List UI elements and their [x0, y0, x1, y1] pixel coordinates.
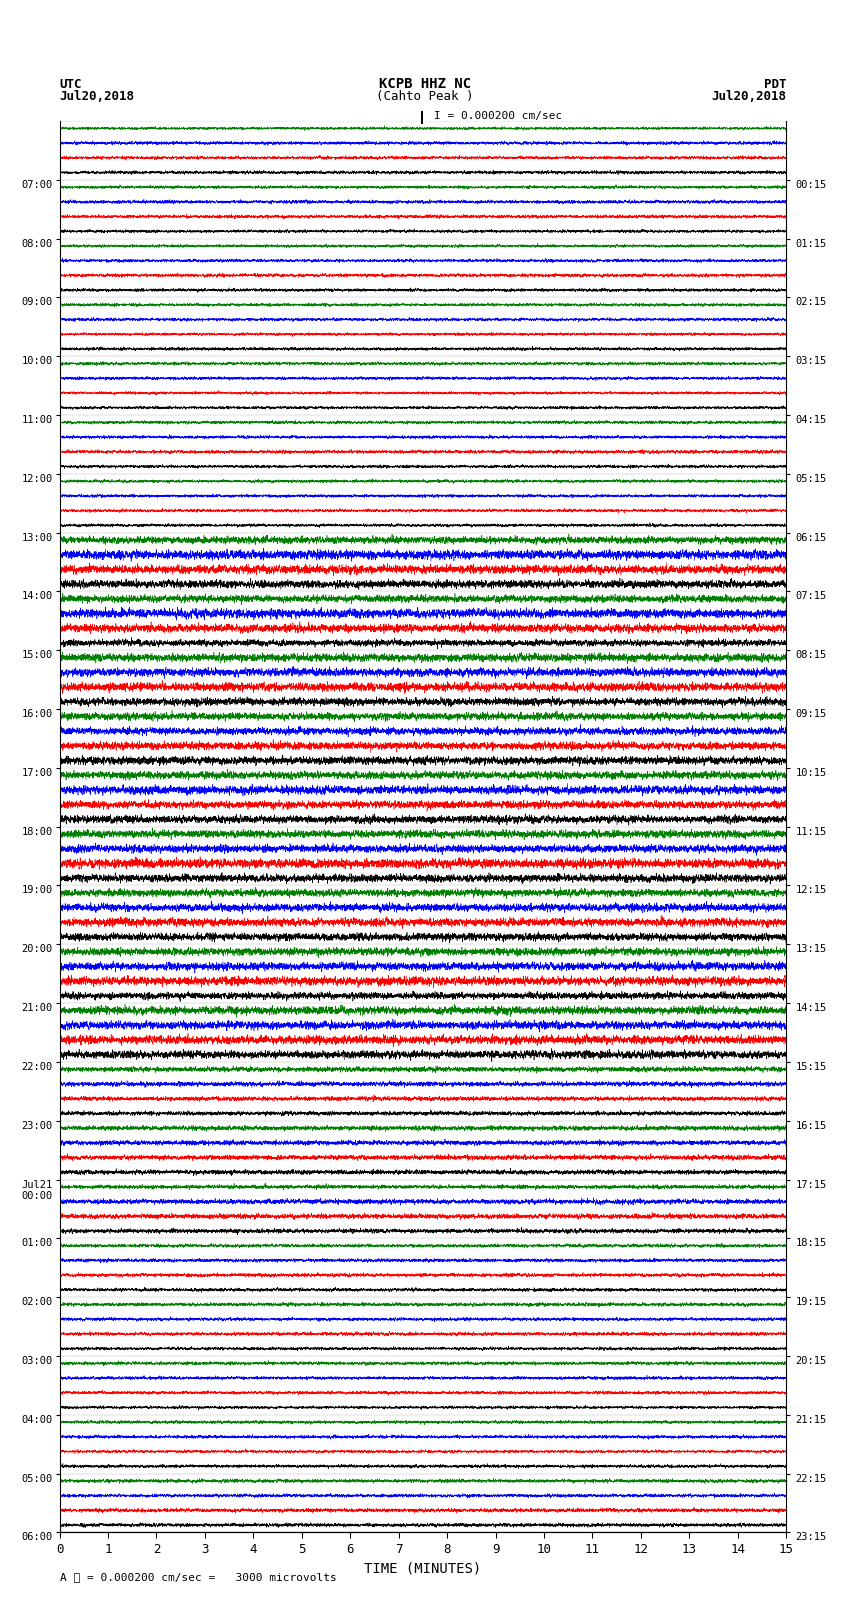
Text: UTC: UTC — [60, 77, 82, 90]
Text: (Cahto Peak ): (Cahto Peak ) — [377, 90, 473, 103]
X-axis label: TIME (MINUTES): TIME (MINUTES) — [365, 1561, 481, 1576]
Text: PDT: PDT — [764, 77, 786, 90]
Text: A ⏐ = 0.000200 cm/sec =   3000 microvolts: A ⏐ = 0.000200 cm/sec = 3000 microvolts — [60, 1573, 337, 1582]
Text: Jul20,2018: Jul20,2018 — [60, 90, 134, 103]
Text: KCPB HHZ NC: KCPB HHZ NC — [379, 77, 471, 90]
Text: Jul20,2018: Jul20,2018 — [711, 90, 786, 103]
Text: I = 0.000200 cm/sec: I = 0.000200 cm/sec — [434, 111, 562, 121]
